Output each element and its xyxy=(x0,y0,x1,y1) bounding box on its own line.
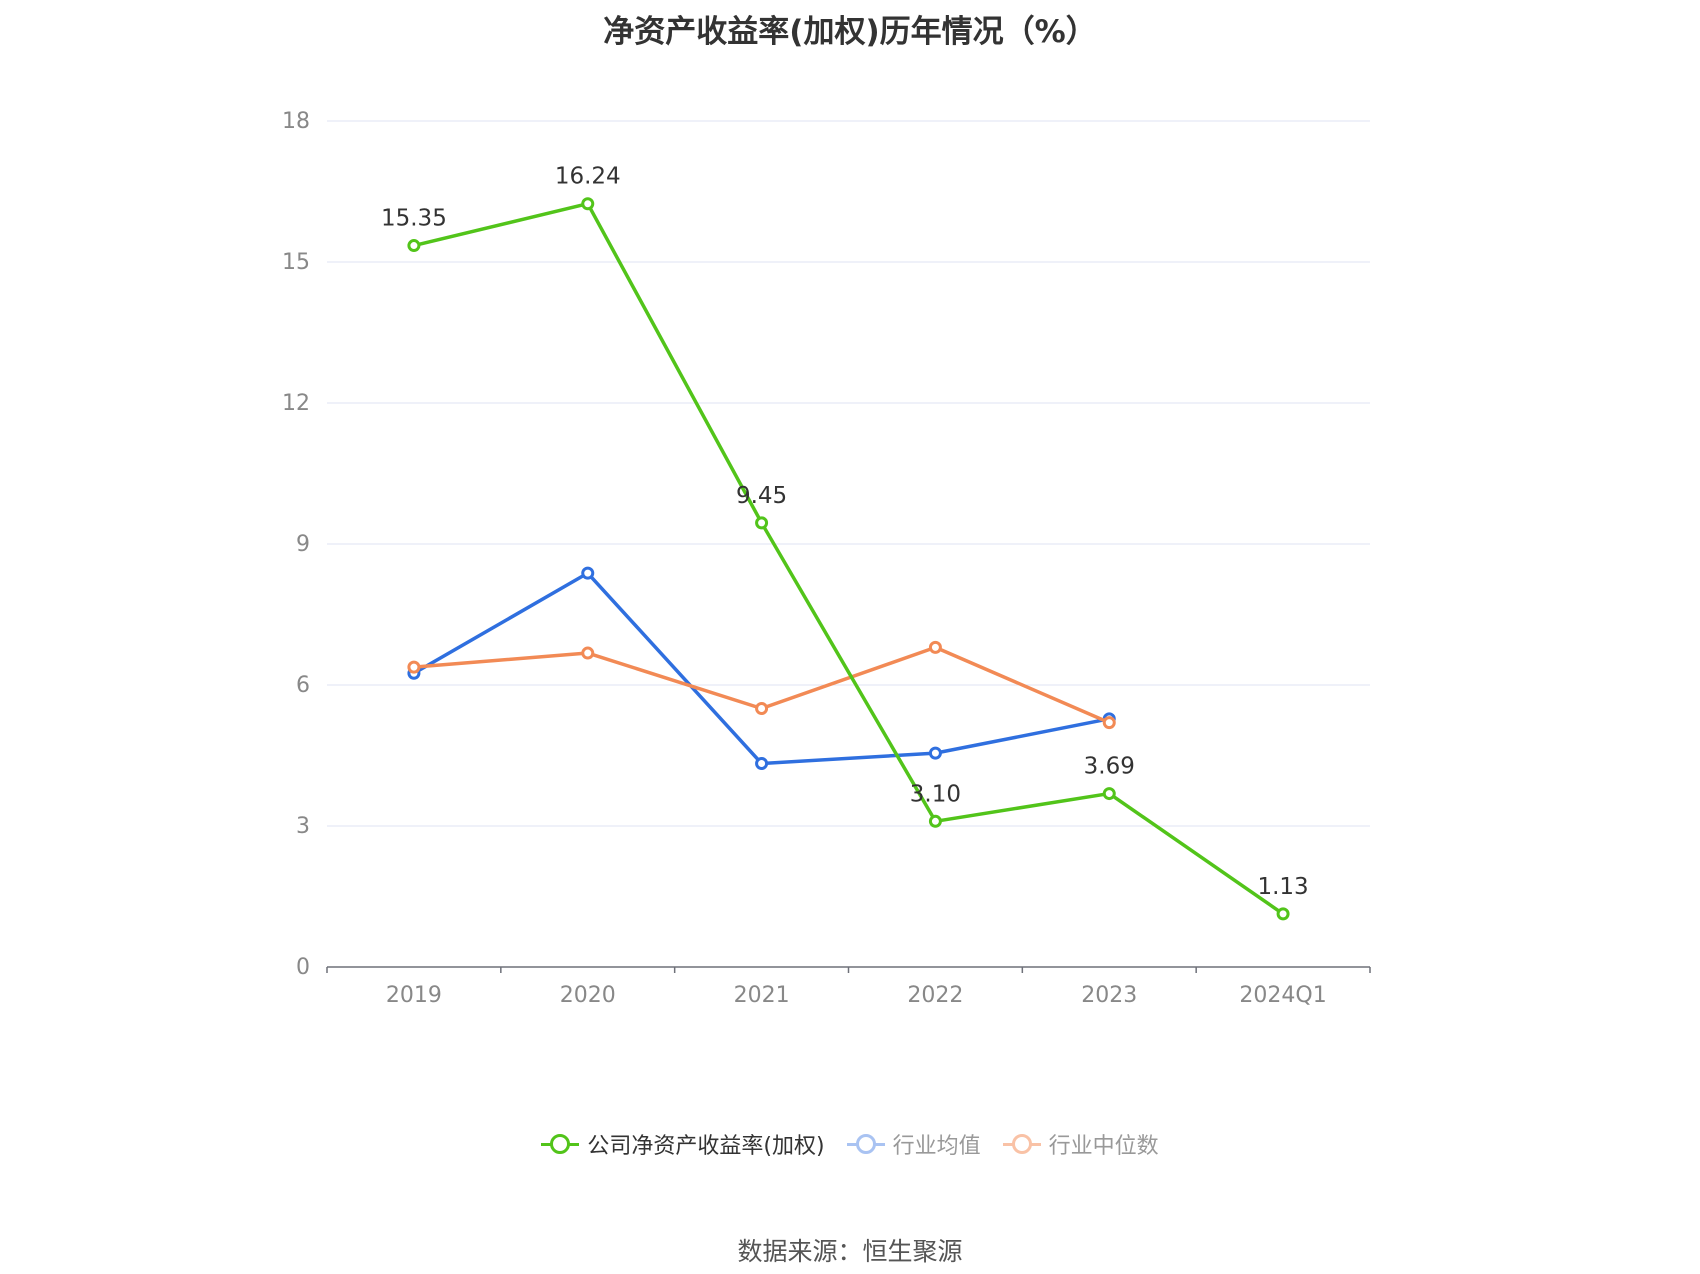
data-label: 9.45 xyxy=(736,483,787,509)
grid-lines xyxy=(327,120,1370,827)
x-tick-label: 2023 xyxy=(1081,983,1137,1008)
series-line xyxy=(413,571,1110,766)
series-line xyxy=(413,201,1285,916)
chart-title: 净资产收益率(加权)历年情况（%） xyxy=(603,14,1097,50)
legend-item[interactable]: 行业中位数 xyxy=(1002,1128,1159,1160)
data-point xyxy=(407,239,421,253)
data-point xyxy=(928,746,942,760)
y-tick-label: 9 xyxy=(296,532,310,557)
x-tick-label: 2020 xyxy=(560,983,616,1008)
x-tick-label: 2022 xyxy=(907,983,963,1008)
legend-label: 行业中位数 xyxy=(1048,1134,1159,1159)
y-tick-label: 0 xyxy=(296,955,310,980)
legend: 公司净资产收益率(加权) 行业均值 行业中位数 xyxy=(0,1128,1700,1160)
legend-swatch-icon xyxy=(541,1133,580,1155)
y-tick-label: 15 xyxy=(282,250,310,275)
data-point xyxy=(581,197,595,211)
data-label: 16.24 xyxy=(555,164,621,190)
legend-item[interactable]: 公司净资产收益率(加权) xyxy=(541,1128,825,1160)
y-tick-label: 18 xyxy=(282,109,310,134)
data-point xyxy=(755,702,769,715)
legend-label: 公司净资产收益率(加权) xyxy=(587,1134,825,1159)
data-label: 3.69 xyxy=(1084,754,1135,780)
data-point xyxy=(407,660,421,674)
data-point xyxy=(1276,907,1290,921)
data-point xyxy=(1102,716,1116,730)
series-lines xyxy=(407,197,1290,921)
legend-swatch-icon xyxy=(846,1133,885,1155)
x-tick-label: 2021 xyxy=(734,983,790,1008)
data-point xyxy=(755,756,769,770)
x-tick-label: 2024Q1 xyxy=(1239,983,1326,1008)
source-note: 数据来源：恒生聚源 xyxy=(737,1237,963,1266)
legend-swatch-icon xyxy=(1002,1133,1041,1155)
data-point xyxy=(928,640,942,654)
data-labels: 15.35 16.24 9.45 3.10 3.69 1.13 xyxy=(381,164,1309,900)
y-tick-label: 12 xyxy=(282,391,310,416)
data-label: 3.10 xyxy=(910,781,961,807)
data-point xyxy=(928,814,942,828)
y-tick-label: 3 xyxy=(296,814,310,839)
legend-label: 行业均值 xyxy=(892,1134,981,1159)
data-point xyxy=(755,516,769,530)
data-point xyxy=(581,566,595,580)
data-point xyxy=(581,646,595,660)
data-label: 15.35 xyxy=(381,206,447,232)
data-label: 1.13 xyxy=(1257,874,1308,900)
x-tick-label: 2019 xyxy=(386,983,442,1008)
legend-item[interactable]: 行业均值 xyxy=(846,1128,981,1160)
axes: 0 3 6 9 12 15 18 2019 2020 2021 2022 2023 2024Q1 xyxy=(282,109,1371,1008)
y-tick-label: 6 xyxy=(296,673,310,698)
data-point xyxy=(1102,787,1116,801)
